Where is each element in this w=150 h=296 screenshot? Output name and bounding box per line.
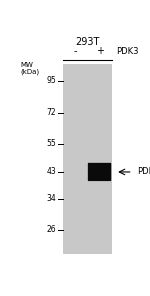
Text: 95: 95 xyxy=(46,76,56,85)
Text: 72: 72 xyxy=(46,108,56,117)
Text: PDK3: PDK3 xyxy=(137,168,150,176)
Text: 55: 55 xyxy=(46,139,56,148)
Text: MW
(kDa): MW (kDa) xyxy=(20,62,39,75)
Text: -: - xyxy=(73,46,77,56)
Text: PDK3: PDK3 xyxy=(116,47,139,56)
Text: 43: 43 xyxy=(46,168,56,176)
Text: 26: 26 xyxy=(46,225,56,234)
FancyBboxPatch shape xyxy=(88,163,111,181)
Text: 293T: 293T xyxy=(75,37,100,47)
Text: 34: 34 xyxy=(46,194,56,203)
Text: +: + xyxy=(96,46,103,56)
